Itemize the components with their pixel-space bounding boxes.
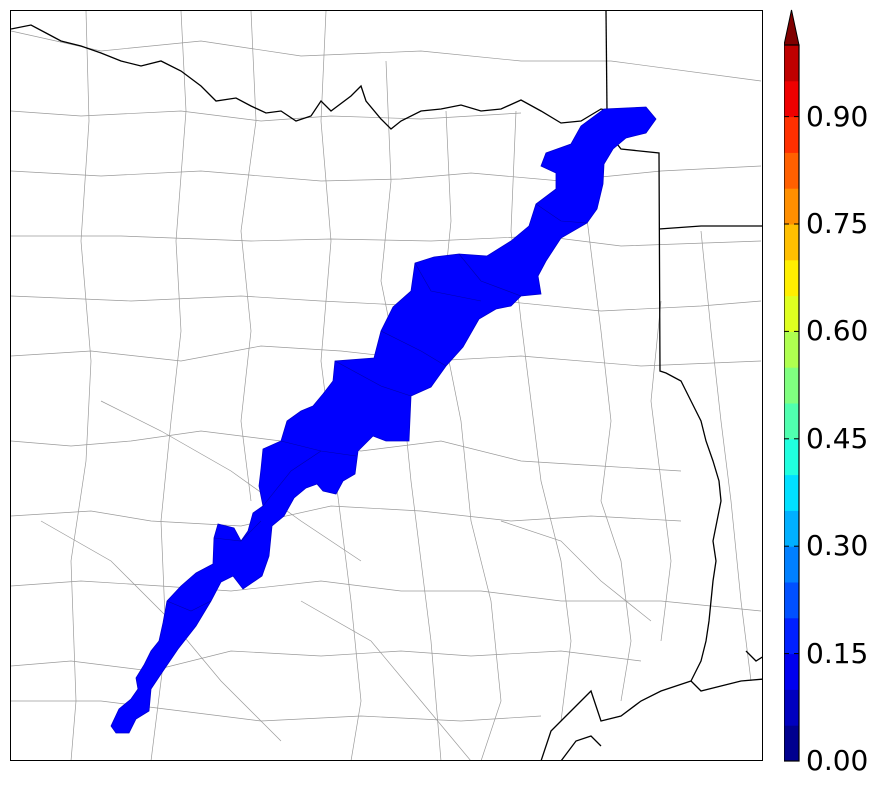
- colorbar-outline: [784, 44, 800, 762]
- region-county-lines: [166, 203, 588, 612]
- colorbar-tick-label: 0.30: [806, 529, 869, 563]
- colorbar-segments: [784, 45, 799, 762]
- colorbar-segment: [784, 510, 799, 547]
- map-canvas: [11, 11, 762, 760]
- colorbar-segment: [784, 152, 799, 189]
- colorbar-segment: [784, 259, 799, 297]
- colorbar-segment: [784, 403, 799, 440]
- colorbar-segment: [784, 45, 799, 82]
- colorbar-segment: [784, 367, 799, 404]
- colorbar-ticks: [784, 116, 799, 762]
- probability-region: [110, 106, 657, 734]
- colorbar-tick-label: 0.75: [806, 207, 869, 240]
- colorbar-segment: [784, 725, 799, 762]
- colorbar-tick-label: 0.90: [806, 99, 869, 133]
- colorbar-segment: [784, 546, 799, 583]
- colorbar-segment: [784, 188, 799, 225]
- state-boundaries: [11, 11, 762, 760]
- colorbar-segment: [784, 582, 799, 619]
- colorbar-segment: [784, 474, 799, 511]
- colorbar-segment: [784, 224, 799, 261]
- colorbar-extend-arrow: [784, 9, 800, 46]
- colorbar: [784, 9, 800, 762]
- colorbar-segment: [784, 689, 799, 726]
- colorbar-segment: [784, 80, 799, 118]
- colorbar-segment: [784, 617, 799, 655]
- colorbar-segment: [784, 295, 799, 332]
- colorbar-tick-label: 0.15: [806, 636, 869, 670]
- colorbar-tick-label: 0.60: [806, 314, 869, 348]
- colorbar-tick-label: 0.00: [806, 744, 869, 777]
- county-boundaries: [11, 11, 762, 760]
- colorbar-segment: [784, 331, 799, 368]
- map-panel: [10, 10, 763, 761]
- colorbar-segment: [784, 653, 799, 690]
- colorbar-segment: [784, 116, 799, 153]
- colorbar-tick-label: 0.45: [806, 421, 869, 455]
- colorbar-segment: [784, 438, 799, 476]
